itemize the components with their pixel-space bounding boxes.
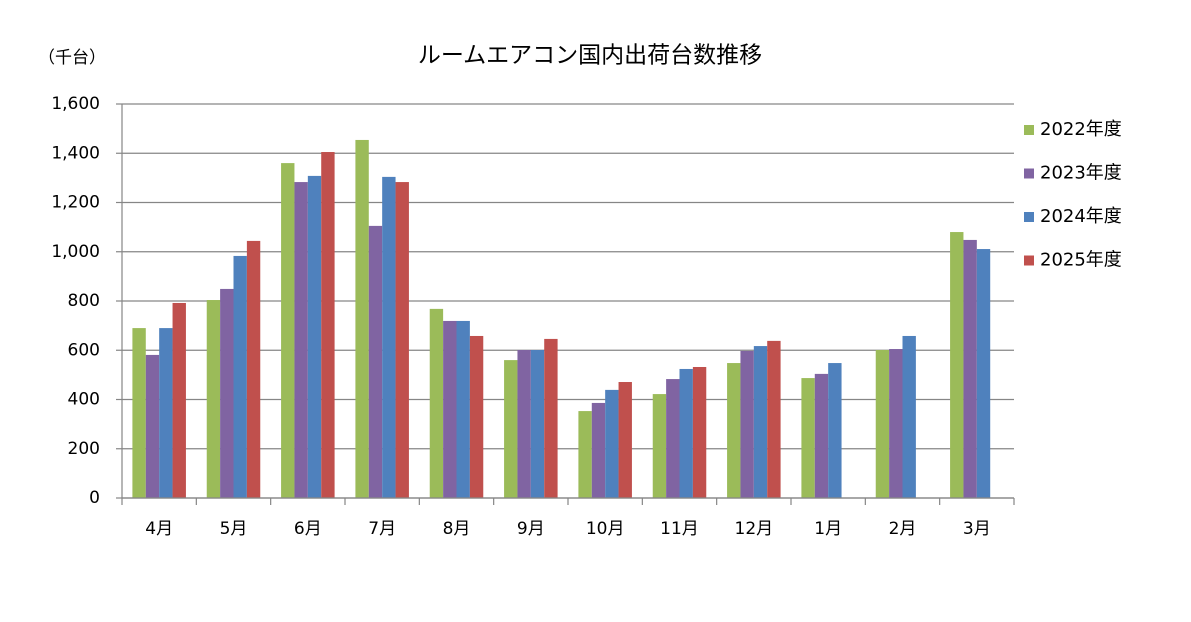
bar [605,389,619,498]
bar [950,232,964,499]
legend-swatch [1024,168,1034,179]
bar [902,335,916,498]
x-tick-label: 6月 [294,519,322,539]
x-tick-label: 12月 [735,519,774,539]
bar [591,402,606,498]
y-tick-label: 1,000 [51,242,100,262]
legend-swatch [1024,125,1034,135]
bar [469,335,484,498]
bar [132,328,146,498]
bar [814,373,829,498]
bar [530,350,545,498]
bar [220,288,234,498]
bar [456,320,470,498]
x-tick-label: 10月 [586,519,625,539]
x-tick-label: 7月 [368,519,396,539]
bar [679,368,693,498]
legend-label: 2022年度 [1040,119,1122,140]
legend-swatch [1024,255,1034,266]
bar [159,328,173,498]
bar [355,139,369,498]
bar [767,340,781,498]
legend-label: 2024年度 [1040,206,1122,227]
bar [281,163,295,498]
y-tick-label: 400 [68,390,100,410]
bar [889,349,903,498]
bar [172,302,186,498]
bar [307,175,322,498]
bar [578,411,592,498]
bar [828,363,842,498]
bar [206,300,221,498]
x-tick-label: 9月 [517,519,545,539]
bar [382,176,396,498]
y-tick-label: 200 [68,439,100,459]
bar [801,378,815,498]
bar [443,320,457,498]
bar [504,360,518,498]
bar [145,354,160,498]
bar [875,350,890,498]
legend-label: 2023年度 [1040,163,1122,184]
chart-title: ルームエアコン国内出荷台数推移 [418,43,762,69]
bar [544,338,558,498]
y-tick-label: 600 [68,340,100,360]
y-tick-label: 0 [89,488,100,508]
x-tick-label: 2月 [889,519,917,539]
bar [618,382,632,498]
bar [652,394,667,498]
y-tick-label: 800 [68,291,100,311]
bar [517,350,531,498]
bar [395,182,409,498]
bar [727,363,741,498]
x-tick-label: 3月 [963,519,991,539]
x-tick-label: 11月 [660,519,699,539]
bar [246,240,261,499]
y-tick-label: 1,600 [51,94,100,114]
bar [294,182,308,498]
y-tick-label: 1,400 [51,143,100,163]
bar [321,152,335,499]
legend-swatch [1024,212,1034,222]
y-axis-label: （千台） [38,48,106,68]
bar [740,350,754,498]
bar [666,379,680,498]
bar [429,308,444,498]
bar [233,255,247,498]
x-tick-label: 1月 [814,519,842,539]
bar [963,239,977,498]
bar [976,249,991,498]
x-tick-label: 5月 [220,519,248,539]
bar [368,225,383,499]
bar [753,346,768,498]
x-tick-label: 8月 [443,519,471,539]
x-tick-label: 4月 [145,519,173,539]
bar [692,366,707,498]
legend-label: 2025年度 [1040,250,1122,271]
y-tick-label: 1,200 [51,193,100,213]
